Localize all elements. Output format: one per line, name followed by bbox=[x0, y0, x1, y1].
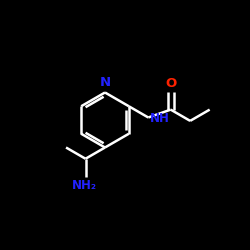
Text: NH₂: NH₂ bbox=[72, 179, 97, 192]
Text: O: O bbox=[166, 76, 177, 90]
Text: N: N bbox=[100, 76, 111, 89]
Text: NH: NH bbox=[150, 112, 170, 125]
